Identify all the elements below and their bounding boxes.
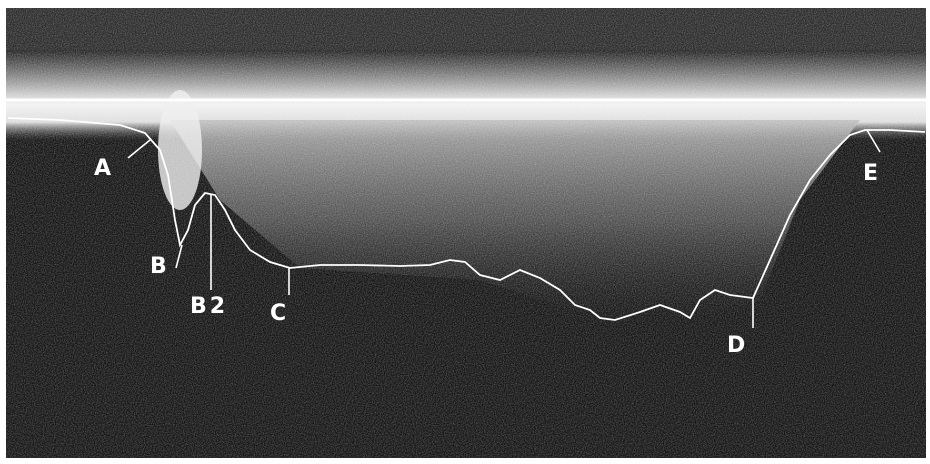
label: C <box>270 301 289 326</box>
label: E <box>863 161 881 186</box>
label: B <box>150 254 170 279</box>
label: D <box>727 333 748 358</box>
label: B2 <box>190 294 228 319</box>
oct-image: A B B2 C D E <box>0 0 930 464</box>
label: A <box>94 156 114 181</box>
page: A B B2 C D E (() => { const data = JSON.… <box>0 0 930 464</box>
speckle <box>6 8 926 458</box>
